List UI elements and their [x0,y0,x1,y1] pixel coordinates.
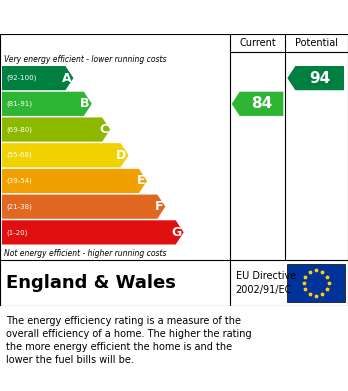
Text: the more energy efficient the home is and the: the more energy efficient the home is an… [6,342,232,352]
Polygon shape [2,220,184,244]
Polygon shape [287,66,344,90]
Text: F: F [155,200,163,213]
Text: (69-80): (69-80) [6,126,32,133]
Text: (55-68): (55-68) [6,152,32,158]
Text: Very energy efficient - lower running costs: Very energy efficient - lower running co… [4,54,166,63]
Polygon shape [2,169,147,193]
Text: D: D [116,149,127,162]
Text: 84: 84 [251,96,272,111]
Text: (1-20): (1-20) [6,229,27,236]
Text: Potential: Potential [295,38,338,48]
Text: Energy Efficiency Rating: Energy Efficiency Rating [9,8,238,26]
Text: (21-38): (21-38) [6,203,32,210]
Text: EU Directive
2002/91/EC: EU Directive 2002/91/EC [236,271,296,294]
Text: lower the fuel bills will be.: lower the fuel bills will be. [6,355,134,365]
Text: G: G [172,226,182,239]
Polygon shape [2,195,165,219]
Text: Current: Current [239,38,276,48]
Text: A: A [62,72,71,84]
Polygon shape [232,92,283,116]
Polygon shape [2,66,73,90]
Text: E: E [136,174,145,187]
Text: overall efficiency of a home. The higher the rating: overall efficiency of a home. The higher… [6,329,252,339]
Text: B: B [80,97,90,110]
Text: (92-100): (92-100) [6,75,37,81]
Text: 94: 94 [309,71,330,86]
Text: Not energy efficient - higher running costs: Not energy efficient - higher running co… [4,249,166,258]
Text: (39-54): (39-54) [6,178,32,184]
Bar [287,264,345,302]
Polygon shape [2,117,110,142]
Polygon shape [2,143,128,167]
Text: C: C [99,123,108,136]
Text: England & Wales: England & Wales [6,274,176,292]
Text: The energy efficiency rating is a measure of the: The energy efficiency rating is a measur… [6,316,241,326]
Text: (81-91): (81-91) [6,100,32,107]
Polygon shape [2,92,92,116]
